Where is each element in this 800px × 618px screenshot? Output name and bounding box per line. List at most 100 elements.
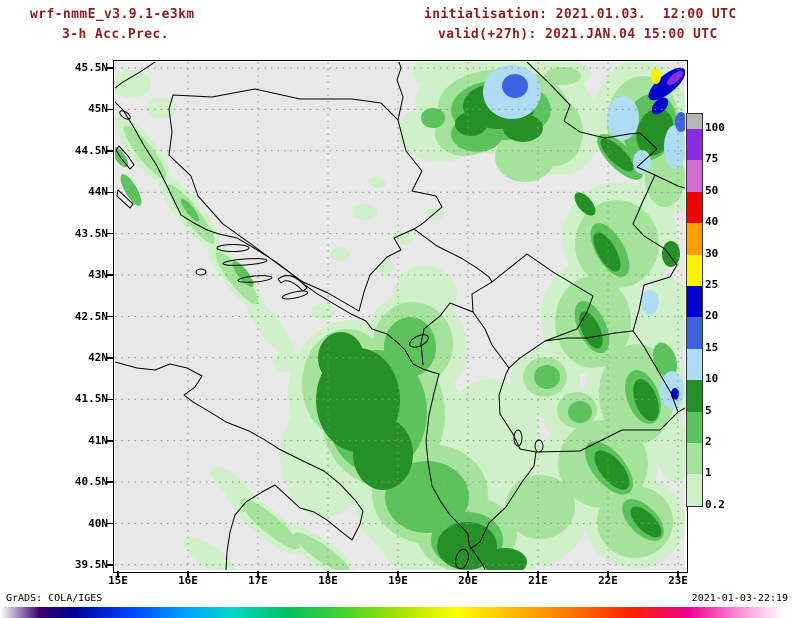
lat-tick <box>106 481 114 483</box>
lat-tick-label: 45N <box>88 102 108 116</box>
colorbar-segment <box>687 114 702 129</box>
border-croatia-serbia <box>396 62 404 121</box>
lat-tick <box>106 398 114 401</box>
border-macedonia-bulgaria <box>632 330 685 413</box>
colorbar-value-label: 0.2 <box>705 497 725 511</box>
lon-tick-label: 20E <box>458 574 478 587</box>
colorbar-value-label: 50 <box>705 183 719 197</box>
precip-level-5mm <box>316 83 680 570</box>
island-brac <box>216 244 250 252</box>
lat-tick <box>106 108 114 111</box>
lon-tick <box>397 570 399 578</box>
lon-tick <box>537 570 539 578</box>
lat-tick <box>106 232 114 235</box>
colorbar-segment <box>687 285 702 318</box>
lat-tick <box>106 315 114 318</box>
lake-prespa <box>534 439 544 453</box>
lon-tick-label: 18E <box>318 574 338 587</box>
lat-tick-label: 40.5N <box>74 475 108 489</box>
init-time-label: initialisation: 2021.01.03. 12:00 UTC <box>424 7 737 22</box>
rainbow-strip <box>0 607 800 618</box>
lat-tick-label: 42N <box>88 350 108 364</box>
lat-tick <box>106 191 114 193</box>
lat-tick-label: 44.5N <box>74 143 108 157</box>
colorbar-value-label: 30 <box>705 246 719 260</box>
lon-tick <box>677 570 679 578</box>
island-corfu <box>455 548 469 570</box>
colorbar-value-label: 5 <box>705 403 712 417</box>
lon-tick <box>607 570 609 578</box>
lon-tick <box>187 570 189 578</box>
grads-credit: GrADS: COLA/IGES <box>6 593 103 604</box>
lon-tick-label: 19E <box>388 574 408 587</box>
island-hvar <box>222 258 268 266</box>
lon-tick <box>257 570 259 578</box>
island-vis <box>195 268 207 276</box>
lat-tick-label: 41N <box>88 433 108 447</box>
lon-tick <box>327 570 329 578</box>
lat-tick <box>106 67 114 69</box>
border-montenegro-albania <box>420 302 474 366</box>
colorbar-segment <box>687 474 702 506</box>
border-albania-greece <box>469 451 537 550</box>
timestamp: 2021-01-03-22:19 <box>691 593 788 604</box>
island-dugi-otok <box>116 189 134 209</box>
lat-tick-label: 40N <box>88 516 108 530</box>
colorbar-value-label: 75 <box>705 152 719 166</box>
lat-tick-label: 39.5N <box>74 558 108 572</box>
lat-tick-label: 43N <box>88 268 108 282</box>
model-title: wrf-nmmE_v3.9.1-e3km <box>30 7 195 22</box>
lake-skadar <box>409 334 429 348</box>
lat-tick-label: 43.5N <box>74 226 108 240</box>
border-macedonia-greece <box>535 411 679 453</box>
island-mljet <box>281 290 309 300</box>
precip-level-15mm <box>502 74 685 132</box>
colorbar-value-label: 10 <box>705 372 719 386</box>
lat-tick-label: 41.5N <box>74 392 108 406</box>
island-rab <box>119 110 131 120</box>
colorbar-segment <box>687 442 702 475</box>
peljesac-peninsula <box>277 275 308 292</box>
lon-tick-label: 21E <box>528 574 548 587</box>
island-pag <box>115 145 135 170</box>
lat-tick <box>106 522 114 525</box>
colorbar-value-label: 15 <box>705 340 719 354</box>
colorbar-value-label: 40 <box>705 215 719 229</box>
lon-tick-label: 22E <box>598 574 618 587</box>
lat-tick <box>106 564 114 566</box>
border-danube-east <box>654 174 685 189</box>
lat-tick <box>106 357 114 359</box>
adriatic-coastline <box>115 101 486 570</box>
colorbar-segment <box>687 411 702 443</box>
lat-tick-label: 44N <box>88 185 108 199</box>
lat-tick-label: 45.5N <box>74 61 108 74</box>
colorbar-value-label: 25 <box>705 278 719 291</box>
lon-tick-label: 17E <box>248 574 268 587</box>
product-title: 3-h Acc.Prec. <box>62 27 169 42</box>
grid-lines <box>115 62 685 570</box>
lon-tick-label: 16E <box>178 574 198 587</box>
lon-tick <box>467 570 469 578</box>
italy-coastline <box>115 361 364 570</box>
border-serbia-macedonia <box>544 330 634 342</box>
lat-tick <box>106 440 114 442</box>
precipitation-map <box>115 62 685 570</box>
colorbar-value-label: 1 <box>705 466 712 480</box>
border-bosnia <box>168 88 443 312</box>
colorbar-value-label: 20 <box>705 309 719 323</box>
lat-tick-label: 42.5N <box>74 309 108 323</box>
precip-level-25mm <box>651 68 661 84</box>
border-serbia-romania-bulgaria <box>526 62 678 332</box>
colorbar-value-label: 2 <box>705 435 712 448</box>
colorbar-segment <box>687 160 702 192</box>
colorbar-segment <box>687 380 702 412</box>
colorbar-segment <box>687 254 702 286</box>
lon-tick-label: 23E <box>668 574 688 587</box>
colorbar-segment <box>687 191 702 224</box>
colorbar-segment <box>687 129 702 161</box>
lat-tick <box>106 150 114 152</box>
border-montenegro-serbia <box>413 228 493 283</box>
colorbar-value-label: 100 <box>705 121 725 134</box>
colorbar-legend <box>686 113 703 507</box>
